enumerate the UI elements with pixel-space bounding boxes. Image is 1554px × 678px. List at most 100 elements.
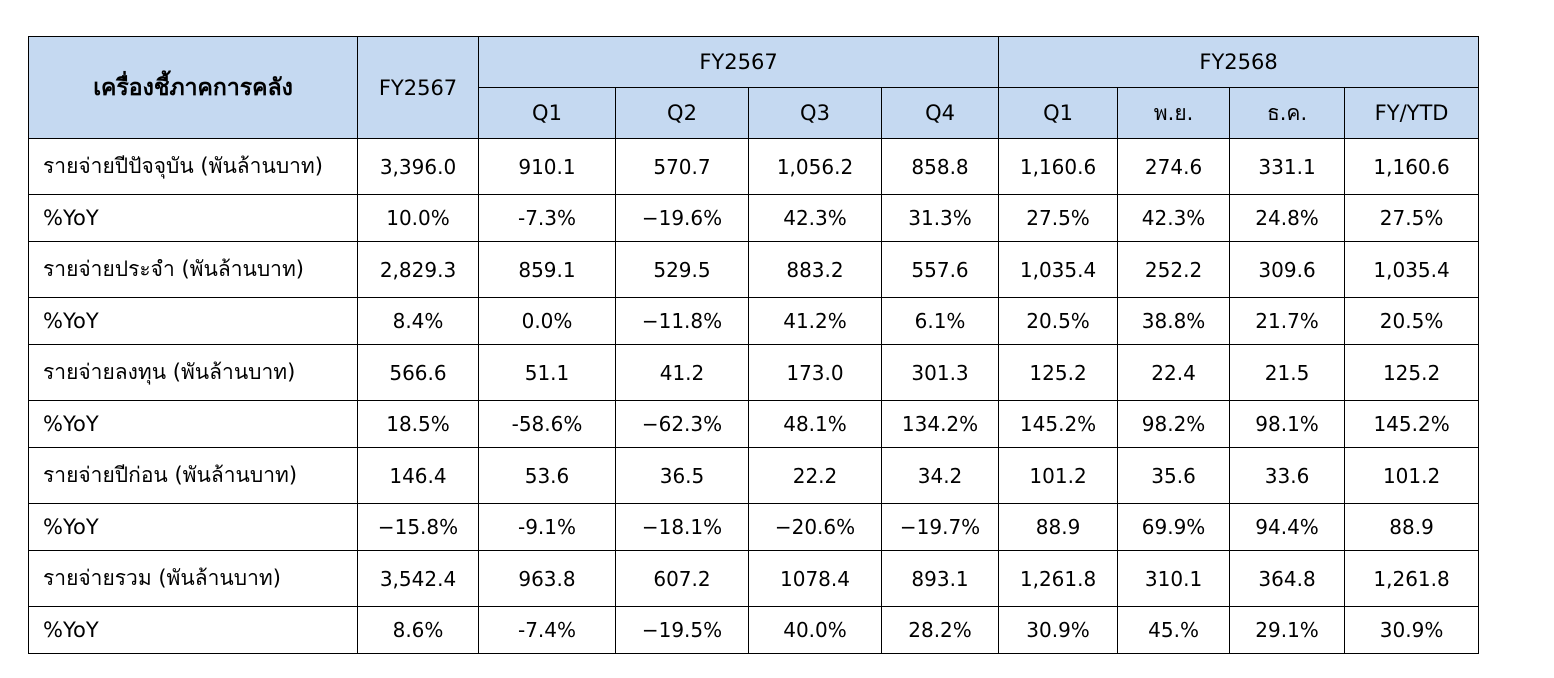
cell-fy2567-q4: 893.1 (880, 550, 1000, 607)
column-header-fy2568-nov: พ.ย. (1117, 87, 1231, 139)
table-row: %YoY 10.0% -7.3% −19.6% 42.3% 31.3% 27.5% 42.3%… (28, 194, 1480, 242)
cell-fy2568-dec: 24.8% (1229, 194, 1346, 242)
table-row: %YoY 8.4% 0.0% −11.8% 41.2% 6.1% 20.5% 38.8% 21.… (28, 297, 1480, 345)
cell-fy2567-q2: 41.2 (615, 344, 749, 401)
table-row: รายจ่ายรวม (พันล้านบาท) 3,542.4 963.8 607.2… (28, 550, 1480, 607)
column-header-fy2568-dec: ธ.ค. (1229, 87, 1346, 139)
cell-fy2567-q2: −11.8% (615, 297, 749, 345)
cell-fy2567-q2: 607.2 (615, 550, 749, 607)
cell-fy2567-q1: 51.1 (478, 344, 616, 401)
cell-fy2568-q1: 20.5% (998, 297, 1119, 345)
cell-fy2567-total: 8.4% (357, 297, 479, 345)
row-label: รายจ่ายลงทุน (พันล้านบาท) (28, 344, 358, 401)
column-header-fy2567-q2: Q2 (615, 87, 749, 139)
cell-fy2567-q1: 963.8 (478, 550, 616, 607)
cell-fy2567-q1: 910.1 (478, 138, 616, 195)
cell-fy2567-q3: 173.0 (748, 344, 882, 401)
cell-fy2568-nov: 38.8% (1117, 297, 1231, 345)
cell-fy2568-q1: 27.5% (998, 194, 1119, 242)
row-label: รายจ่ายประจำ (พันล้านบาท) (28, 241, 358, 298)
cell-fy2567-q4: 28.2% (880, 606, 1000, 654)
cell-fy2567-q2: 570.7 (615, 138, 749, 195)
cell-fy2568-dec: 21.5 (1229, 344, 1346, 401)
cell-fy2567-q3: 883.2 (748, 241, 882, 298)
cell-fy2568-ytd: 101.2 (1344, 447, 1480, 504)
cell-fy2568-q1: 30.9% (998, 606, 1119, 654)
cell-fy2567-q2: −18.1% (615, 503, 749, 551)
row-label: รายจ่ายรวม (พันล้านบาท) (28, 550, 358, 607)
column-header-fy2568-ytd: FY/YTD (1344, 87, 1480, 139)
cell-fy2568-ytd: 1,035.4 (1344, 241, 1480, 298)
cell-fy2567-total: −15.8% (357, 503, 479, 551)
cell-fy2568-ytd: 27.5% (1344, 194, 1480, 242)
cell-fy2568-nov: 22.4 (1117, 344, 1231, 401)
cell-fy2568-dec: 309.6 (1229, 241, 1346, 298)
cell-fy2568-nov: 35.6 (1117, 447, 1231, 504)
cell-fy2568-ytd: 30.9% (1344, 606, 1480, 654)
row-label: รายจ่ายปีปัจจุบัน (พันล้านบาท) (28, 138, 358, 195)
fy2567-group-header: FY2567 (477, 36, 1000, 88)
cell-fy2568-dec: 331.1 (1229, 138, 1346, 195)
cell-fy2568-nov: 69.9% (1117, 503, 1231, 551)
cell-fy2567-q4: −19.7% (880, 503, 1000, 551)
cell-fy2567-q3: 40.0% (748, 606, 882, 654)
cell-fy2568-nov: 252.2 (1117, 241, 1231, 298)
cell-fy2567-total: 8.6% (357, 606, 479, 654)
cell-fy2567-q1: 53.6 (478, 447, 616, 504)
table-row: %YoY 18.5% -58.6% −62.3% 48.1% 134.2% 145.2% 98… (28, 400, 1480, 448)
cell-fy2567-total: 18.5% (357, 400, 479, 448)
table-row: รายจ่ายประจำ (พันล้านบาท) 2,829.3 859.1 529… (28, 241, 1480, 298)
header-row-top: เครื่องชี้ภาคการคลัง FY2567 FY2567 FY256… (28, 36, 1480, 139)
cell-fy2568-ytd: 145.2% (1344, 400, 1480, 448)
cell-fy2567-q3: 22.2 (748, 447, 882, 504)
cell-fy2567-q1: -7.3% (478, 194, 616, 242)
cell-fy2568-dec: 98.1% (1229, 400, 1346, 448)
fy-total-column-header: FY2567 (357, 36, 479, 139)
cell-fy2567-q1: -58.6% (478, 400, 616, 448)
cell-fy2567-q4: 6.1% (880, 297, 1000, 345)
cell-fy2568-ytd: 1,261.8 (1344, 550, 1480, 607)
header-row-bottom: Q1 Q2 Q3 Q4 Q1 พ.ย. ธ.ค. FY/YTD (29, 87, 1480, 139)
cell-fy2567-q3: 1,056.2 (748, 138, 882, 195)
cell-fy2567-q2: −62.3% (615, 400, 749, 448)
cell-fy2567-q2: −19.6% (615, 194, 749, 242)
cell-fy2568-q1: 125.2 (998, 344, 1119, 401)
cell-fy2567-total: 3,542.4 (357, 550, 479, 607)
cell-fy2567-q4: 557.6 (880, 241, 1000, 298)
cell-fy2568-nov: 45.% (1117, 606, 1231, 654)
cell-fy2568-ytd: 125.2 (1344, 344, 1480, 401)
cell-fy2568-nov: 98.2% (1117, 400, 1231, 448)
cell-fy2568-ytd: 88.9 (1344, 503, 1480, 551)
row-label: %YoY (28, 400, 358, 448)
cell-fy2567-q1: 859.1 (478, 241, 616, 298)
table-row: %YoY 8.6% -7.4% −19.5% 40.0% 28.2% 30.9% 45.% 29… (28, 606, 1480, 654)
cell-fy2568-q1: 88.9 (998, 503, 1119, 551)
row-label: %YoY (28, 503, 358, 551)
cell-fy2567-q4: 301.3 (880, 344, 1000, 401)
cell-fy2567-q3: 42.3% (748, 194, 882, 242)
table-row: รายจ่ายปีก่อน (พันล้านบาท) 146.4 53.6 36.5 2… (28, 447, 1480, 504)
fiscal-indicators-table: เครื่องชี้ภาคการคลัง FY2567 FY2567 FY256… (28, 36, 1480, 654)
cell-fy2567-q4: 34.2 (880, 447, 1000, 504)
cell-fy2568-q1: 1,261.8 (998, 550, 1119, 607)
cell-fy2567-q1: -9.1% (478, 503, 616, 551)
cell-fy2567-total: 2,829.3 (357, 241, 479, 298)
row-label: รายจ่ายปีก่อน (พันล้านบาท) (28, 447, 358, 504)
table-row: รายจ่ายปีปัจจุบัน (พันล้านบาท) 3,396.0 910… (28, 138, 1480, 195)
cell-fy2567-q1: -7.4% (478, 606, 616, 654)
cell-fy2568-nov: 42.3% (1117, 194, 1231, 242)
cell-fy2567-q3: 48.1% (748, 400, 882, 448)
table-row: %YoY −15.8% -9.1% −18.1% −20.6% −19.7% 88.9 69.… (28, 503, 1480, 551)
row-label: %YoY (28, 606, 358, 654)
table-header: เครื่องชี้ภาคการคลัง FY2567 FY2567 FY256… (28, 36, 1480, 139)
cell-fy2567-q4: 134.2% (880, 400, 1000, 448)
cell-fy2567-q3: 1078.4 (748, 550, 882, 607)
cell-fy2567-q2: −19.5% (615, 606, 749, 654)
cell-fy2567-q4: 31.3% (880, 194, 1000, 242)
column-header-fy2567-q4: Q4 (880, 87, 1000, 139)
cell-fy2568-dec: 21.7% (1229, 297, 1346, 345)
cell-fy2567-q2: 36.5 (615, 447, 749, 504)
cell-fy2567-q3: 41.2% (748, 297, 882, 345)
cell-fy2568-nov: 310.1 (1117, 550, 1231, 607)
cell-fy2568-nov: 274.6 (1117, 138, 1231, 195)
